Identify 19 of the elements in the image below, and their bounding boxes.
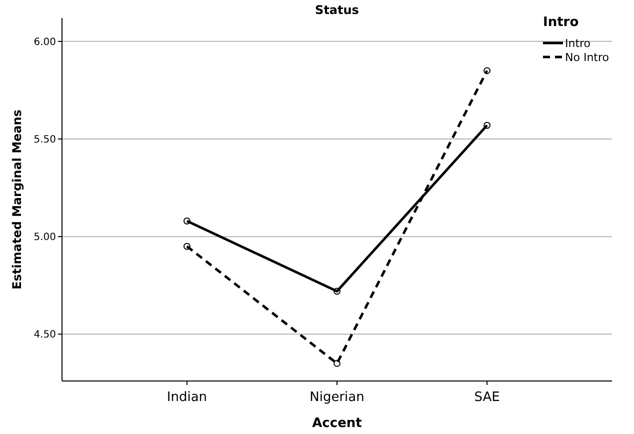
- chart-title: Status: [315, 3, 359, 17]
- point: [183, 217, 190, 224]
- y-tick-label: 5.50: [34, 134, 56, 146]
- point: [484, 67, 491, 74]
- x-tick-label: Indian: [166, 390, 208, 405]
- y-tick-label: 5.00: [34, 232, 56, 244]
- legend-label: No Intro: [565, 50, 610, 64]
- point: [484, 122, 491, 129]
- y-tick-label: 6.00: [34, 36, 56, 48]
- x-tick-label: SAE: [474, 390, 500, 405]
- point: [334, 288, 340, 295]
- point: [183, 242, 190, 250]
- x-axis-title: Accent: [312, 416, 362, 431]
- point: [334, 360, 340, 367]
- legend-title: Intro: [543, 15, 579, 30]
- legend-label: Intro: [565, 36, 591, 50]
- y-axis-title: Estimated Marginal Means: [10, 110, 24, 290]
- y-tick-label: 4.50: [34, 330, 56, 341]
- x-tick-label: Nigerian: [310, 390, 364, 405]
